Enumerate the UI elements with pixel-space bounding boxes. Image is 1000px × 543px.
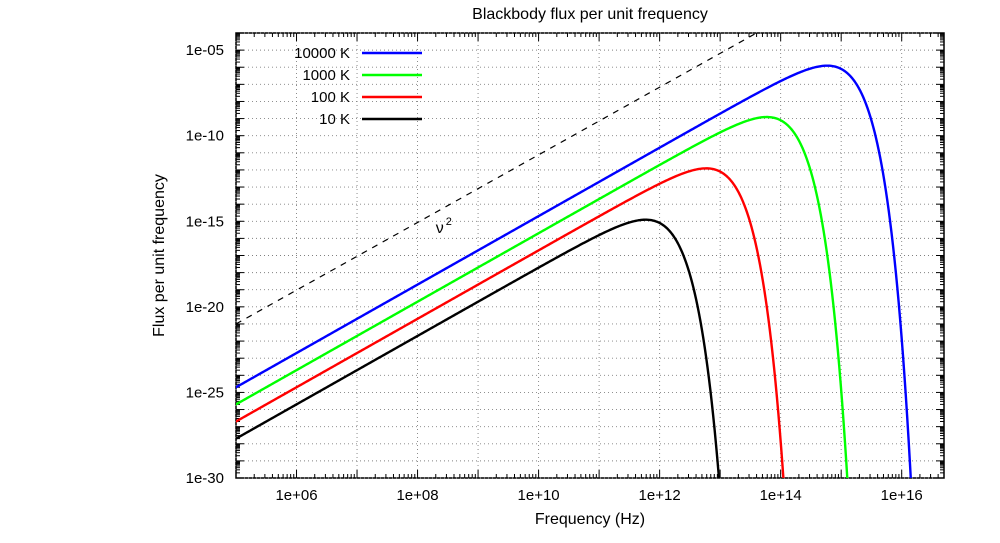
legend-label-t100: 100 K (311, 89, 350, 106)
y-axis-label: Flux per unit frequency (151, 174, 168, 337)
y-tick-label: 1e-10 (186, 128, 224, 145)
series-t10000 (236, 66, 913, 492)
x-tick-label: 1e+12 (639, 487, 681, 504)
chart-title: Blackbody flux per unit frequency (472, 6, 708, 23)
legend: 10000 K 1000 K 100 K 10 K (294, 45, 422, 128)
y-tick-label: 1e-05 (186, 42, 224, 59)
x-tick-label: 1e+16 (881, 487, 923, 504)
series-group (236, 66, 913, 492)
series-t10 (236, 220, 720, 492)
x-tick-label: 1e+06 (275, 487, 317, 504)
legend-label-t10: 10 K (319, 111, 350, 128)
x-tick-labels: 1e+06 1e+08 1e+10 1e+12 1e+14 1e+16 (275, 487, 922, 504)
x-tick-label: 1e+10 (518, 487, 560, 504)
x-tick-label: 1e+14 (760, 487, 802, 504)
reference-annotation-base: ν (436, 220, 444, 237)
series-t1000 (236, 117, 849, 492)
y-tick-label: 1e-25 (186, 384, 224, 401)
y-tick-labels: 1e-30 1e-25 1e-20 1e-15 1e-10 1e-05 (186, 42, 224, 487)
blackbody-chart: 1e+06 1e+08 1e+10 1e+12 1e+14 1e+16 1e-30 1e-2… (0, 0, 1000, 543)
x-tick-label: 1e+08 (396, 487, 438, 504)
legend-label-t10000: 10000 K (294, 45, 350, 62)
y-tick-label: 1e-20 (186, 299, 224, 316)
y-tick-label: 1e-30 (186, 470, 224, 487)
x-axis-label: Frequency (Hz) (535, 511, 645, 528)
legend-label-t1000: 1000 K (302, 67, 350, 84)
reference-annotation-exponent: 2 (446, 216, 452, 228)
chart-container: 1e+06 1e+08 1e+10 1e+12 1e+14 1e+16 1e-30 1e-2… (0, 0, 1000, 543)
reference-annotation: ν 2 (436, 216, 452, 237)
y-tick-label: 1e-15 (186, 213, 224, 230)
